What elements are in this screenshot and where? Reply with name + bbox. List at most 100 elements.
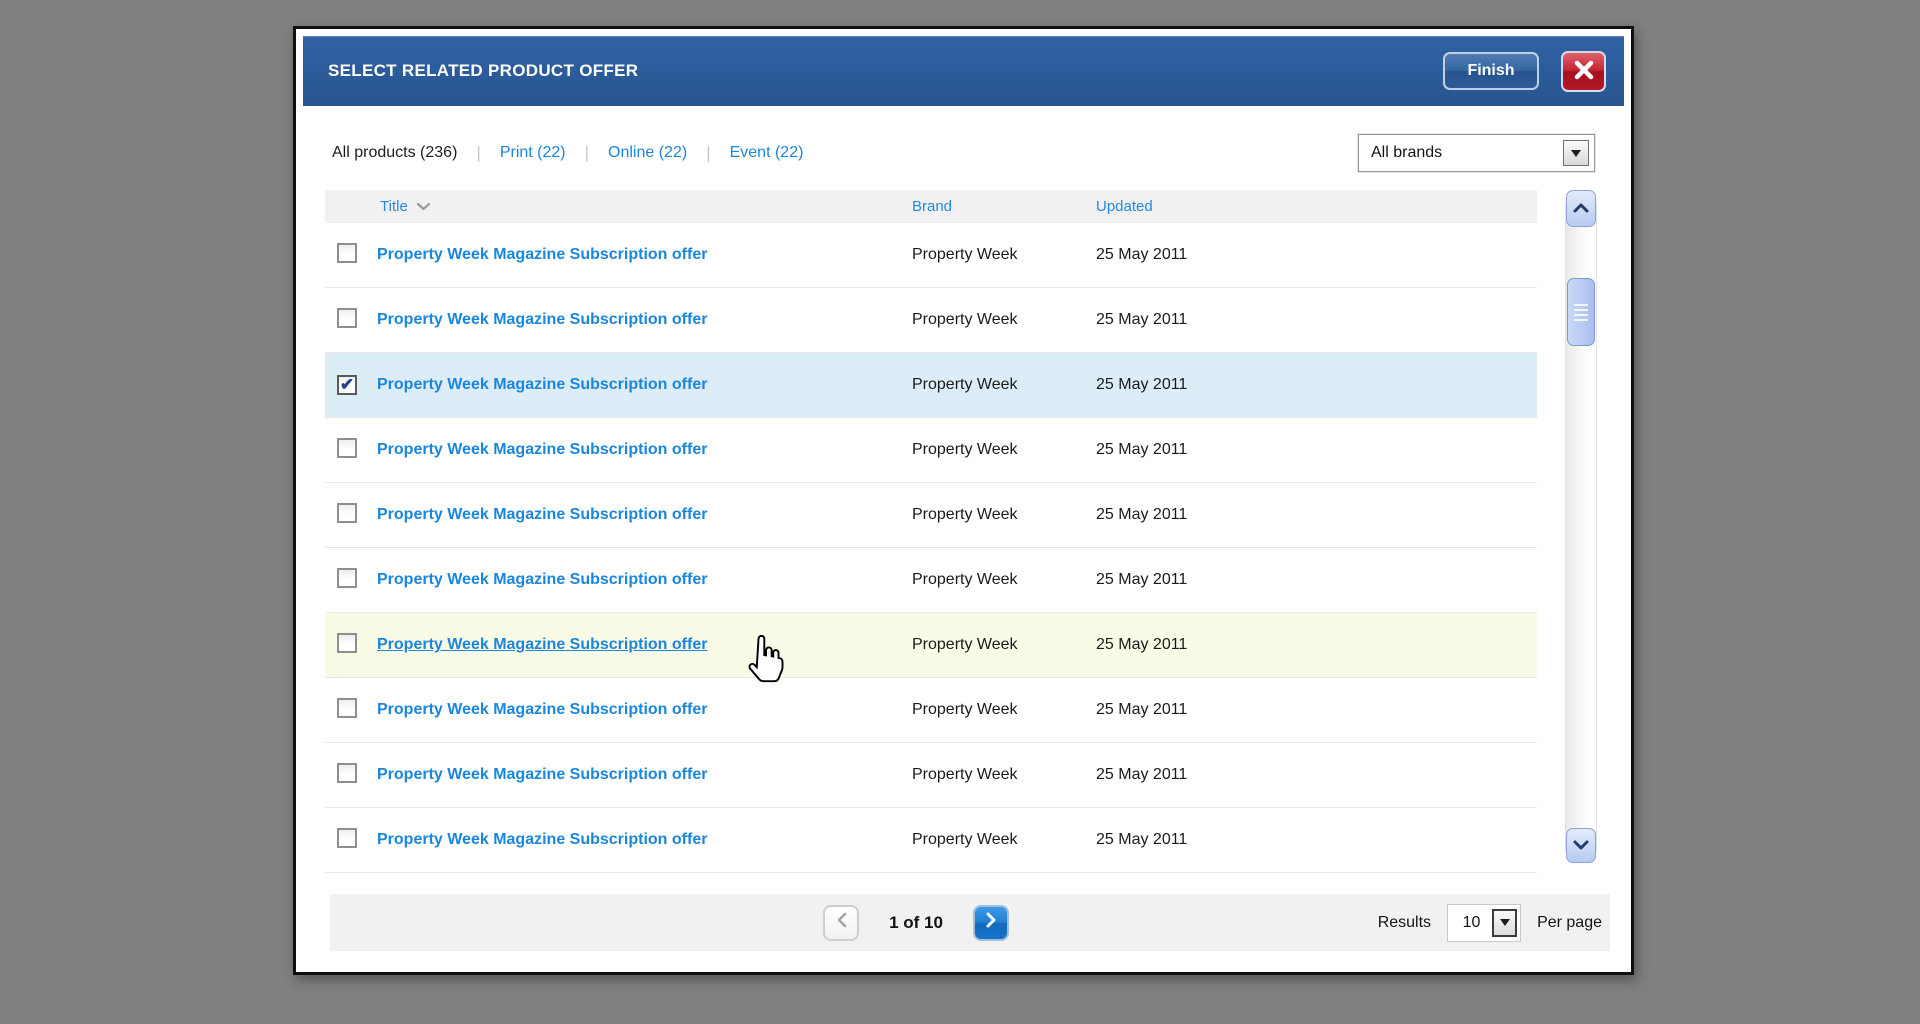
dropdown-arrow-button[interactable] <box>1563 140 1589 166</box>
row-title-link[interactable]: Property Week Magazine Subscription offe… <box>377 636 708 653</box>
tab-print[interactable]: Print (22) <box>499 144 566 161</box>
row-title-link[interactable]: Property Week Magazine Subscription offe… <box>377 376 708 393</box>
checkbox-cell: ✔ <box>325 567 377 593</box>
pagination: 1 of 10 <box>823 894 1009 951</box>
row-title-link[interactable]: Property Week Magazine Subscription offe… <box>377 441 708 458</box>
row-checkbox[interactable]: ✔ <box>337 375 357 395</box>
row-updated: 25 May 2011 <box>1096 701 1188 718</box>
title-cell: Property Week Magazine Subscription offe… <box>377 441 912 459</box>
row-checkbox[interactable]: ✔ <box>337 827 357 848</box>
per-page-value: 10 <box>1462 913 1481 931</box>
row-checkbox[interactable]: ✔ <box>337 502 357 523</box>
column-header-updated[interactable]: Updated <box>1096 198 1153 215</box>
row-brand: Property Week <box>912 376 1018 393</box>
table-row[interactable]: ✔ Property Week Magazine Subscription of… <box>325 548 1537 613</box>
next-page-button[interactable] <box>973 904 1009 941</box>
table-row[interactable]: ✔ Property Week Magazine Subscription of… <box>325 288 1537 353</box>
row-checkbox[interactable]: ✔ <box>337 307 357 328</box>
previous-page-button[interactable] <box>823 904 859 941</box>
checkbox-cell: ✔ <box>325 242 377 268</box>
row-checkbox[interactable]: ✔ <box>337 437 357 458</box>
finish-button[interactable]: Finish <box>1443 52 1539 90</box>
scrollbar-thumb[interactable] <box>1567 278 1595 346</box>
checkbox-cell: ✔ <box>325 632 377 658</box>
scroll-down-button[interactable] <box>1566 828 1596 863</box>
row-title-link[interactable]: Property Week Magazine Subscription offe… <box>377 766 708 783</box>
row-checkbox[interactable]: ✔ <box>337 697 357 718</box>
row-brand: Property Week <box>912 311 1018 328</box>
checkbox-cell: ✔ <box>325 502 377 528</box>
row-brand: Property Week <box>912 766 1018 783</box>
checkbox-cell: ✔ <box>325 375 377 395</box>
dialog-titlebar: SELECT RELATED PRODUCT OFFER Finish <box>303 36 1624 106</box>
row-title-link[interactable]: Property Week Magazine Subscription offe… <box>377 831 708 848</box>
filter-row: All products (236) | Print (22) | Online… <box>332 133 1595 173</box>
row-updated: 25 May 2011 <box>1096 246 1188 263</box>
table-row[interactable]: ✔ Property Week Magazine Subscription of… <box>325 678 1537 743</box>
title-cell: Property Week Magazine Subscription offe… <box>377 636 912 654</box>
row-brand: Property Week <box>912 636 1018 653</box>
results-per-page: Results 10 Per page <box>1378 894 1602 951</box>
table-row[interactable]: ✔ Property Week Magazine Subscription of… <box>325 613 1537 678</box>
dialog-body: SELECT RELATED PRODUCT OFFER Finish All … <box>296 29 1631 972</box>
per-page-label: Per page <box>1537 913 1602 931</box>
row-brand: Property Week <box>912 246 1018 263</box>
close-button[interactable] <box>1561 50 1606 92</box>
checkbox-cell: ✔ <box>325 437 377 463</box>
brand-filter-value: All brands <box>1371 144 1443 161</box>
row-checkbox[interactable]: ✔ <box>337 567 357 588</box>
row-updated: 25 May 2011 <box>1096 311 1188 328</box>
row-updated: 25 May 2011 <box>1096 441 1188 458</box>
table-row[interactable]: ✔ Property Week Magazine Subscription of… <box>325 483 1537 548</box>
row-title-link[interactable]: Property Week Magazine Subscription offe… <box>377 506 708 523</box>
row-checkbox[interactable]: ✔ <box>337 762 357 783</box>
brand-filter-dropdown[interactable]: All brands <box>1358 134 1595 172</box>
row-updated: 25 May 2011 <box>1096 376 1188 393</box>
row-title-link[interactable]: Property Week Magazine Subscription offe… <box>377 311 708 328</box>
chevron-down-icon <box>1573 837 1589 855</box>
chevron-down-icon <box>1499 919 1510 926</box>
tab-separator: | <box>706 143 711 162</box>
title-cell: Property Week Magazine Subscription offe… <box>377 506 912 524</box>
tab-event[interactable]: Event (22) <box>729 144 804 161</box>
title-cell: Property Week Magazine Subscription offe… <box>377 831 912 849</box>
checkbox-cell: ✔ <box>325 307 377 333</box>
row-brand: Property Week <box>912 701 1018 718</box>
title-cell: Property Week Magazine Subscription offe… <box>377 701 912 719</box>
row-title-link[interactable]: Property Week Magazine Subscription offe… <box>377 571 708 588</box>
column-header-title[interactable]: Title <box>377 198 912 215</box>
table-body: ✔ Property Week Magazine Subscription of… <box>325 223 1537 873</box>
row-updated: 25 May 2011 <box>1096 831 1188 848</box>
dropdown-arrow-button[interactable] <box>1492 908 1518 937</box>
scroll-up-button[interactable] <box>1566 190 1596 227</box>
title-cell: Property Week Magazine Subscription offe… <box>377 571 912 589</box>
column-header-brand[interactable]: Brand <box>912 198 953 215</box>
tab-online[interactable]: Online (22) <box>608 144 688 161</box>
checkmark-icon: ✔ <box>339 374 355 394</box>
chevron-left-icon <box>836 912 847 933</box>
row-brand: Property Week <box>912 831 1018 848</box>
title-cell: Property Week Magazine Subscription offe… <box>377 376 912 394</box>
tab-all-products[interactable]: All products (236) <box>332 144 458 161</box>
table-row[interactable]: ✔ Property Week Magazine Subscription of… <box>325 743 1537 808</box>
results-label: Results <box>1377 913 1432 931</box>
table-row[interactable]: ✔ Property Week Magazine Subscription of… <box>325 353 1537 418</box>
table-row[interactable]: ✔ Property Week Magazine Subscription of… <box>325 223 1537 288</box>
title-cell: Property Week Magazine Subscription offe… <box>377 246 912 264</box>
row-title-link[interactable]: Property Week Magazine Subscription offe… <box>377 246 708 263</box>
row-updated: 25 May 2011 <box>1096 571 1188 588</box>
row-title-link[interactable]: Property Week Magazine Subscription offe… <box>377 701 708 718</box>
sort-chevron-icon <box>416 198 431 215</box>
dialog-footer: 1 of 10 Results 10 Per pag <box>330 894 1610 951</box>
table-row[interactable]: ✔ Property Week Magazine Subscription of… <box>325 418 1537 483</box>
row-checkbox[interactable]: ✔ <box>337 632 357 653</box>
checkbox-cell: ✔ <box>325 827 377 853</box>
chevron-right-icon <box>986 912 997 933</box>
row-checkbox[interactable]: ✔ <box>337 242 357 263</box>
per-page-select[interactable]: 10 <box>1447 903 1522 942</box>
close-icon <box>1573 59 1595 84</box>
chevron-up-icon <box>1573 200 1589 218</box>
table-row[interactable]: ✔ Property Week Magazine Subscription of… <box>325 808 1537 873</box>
row-brand: Property Week <box>912 571 1018 588</box>
vertical-scrollbar[interactable] <box>1565 190 1597 863</box>
